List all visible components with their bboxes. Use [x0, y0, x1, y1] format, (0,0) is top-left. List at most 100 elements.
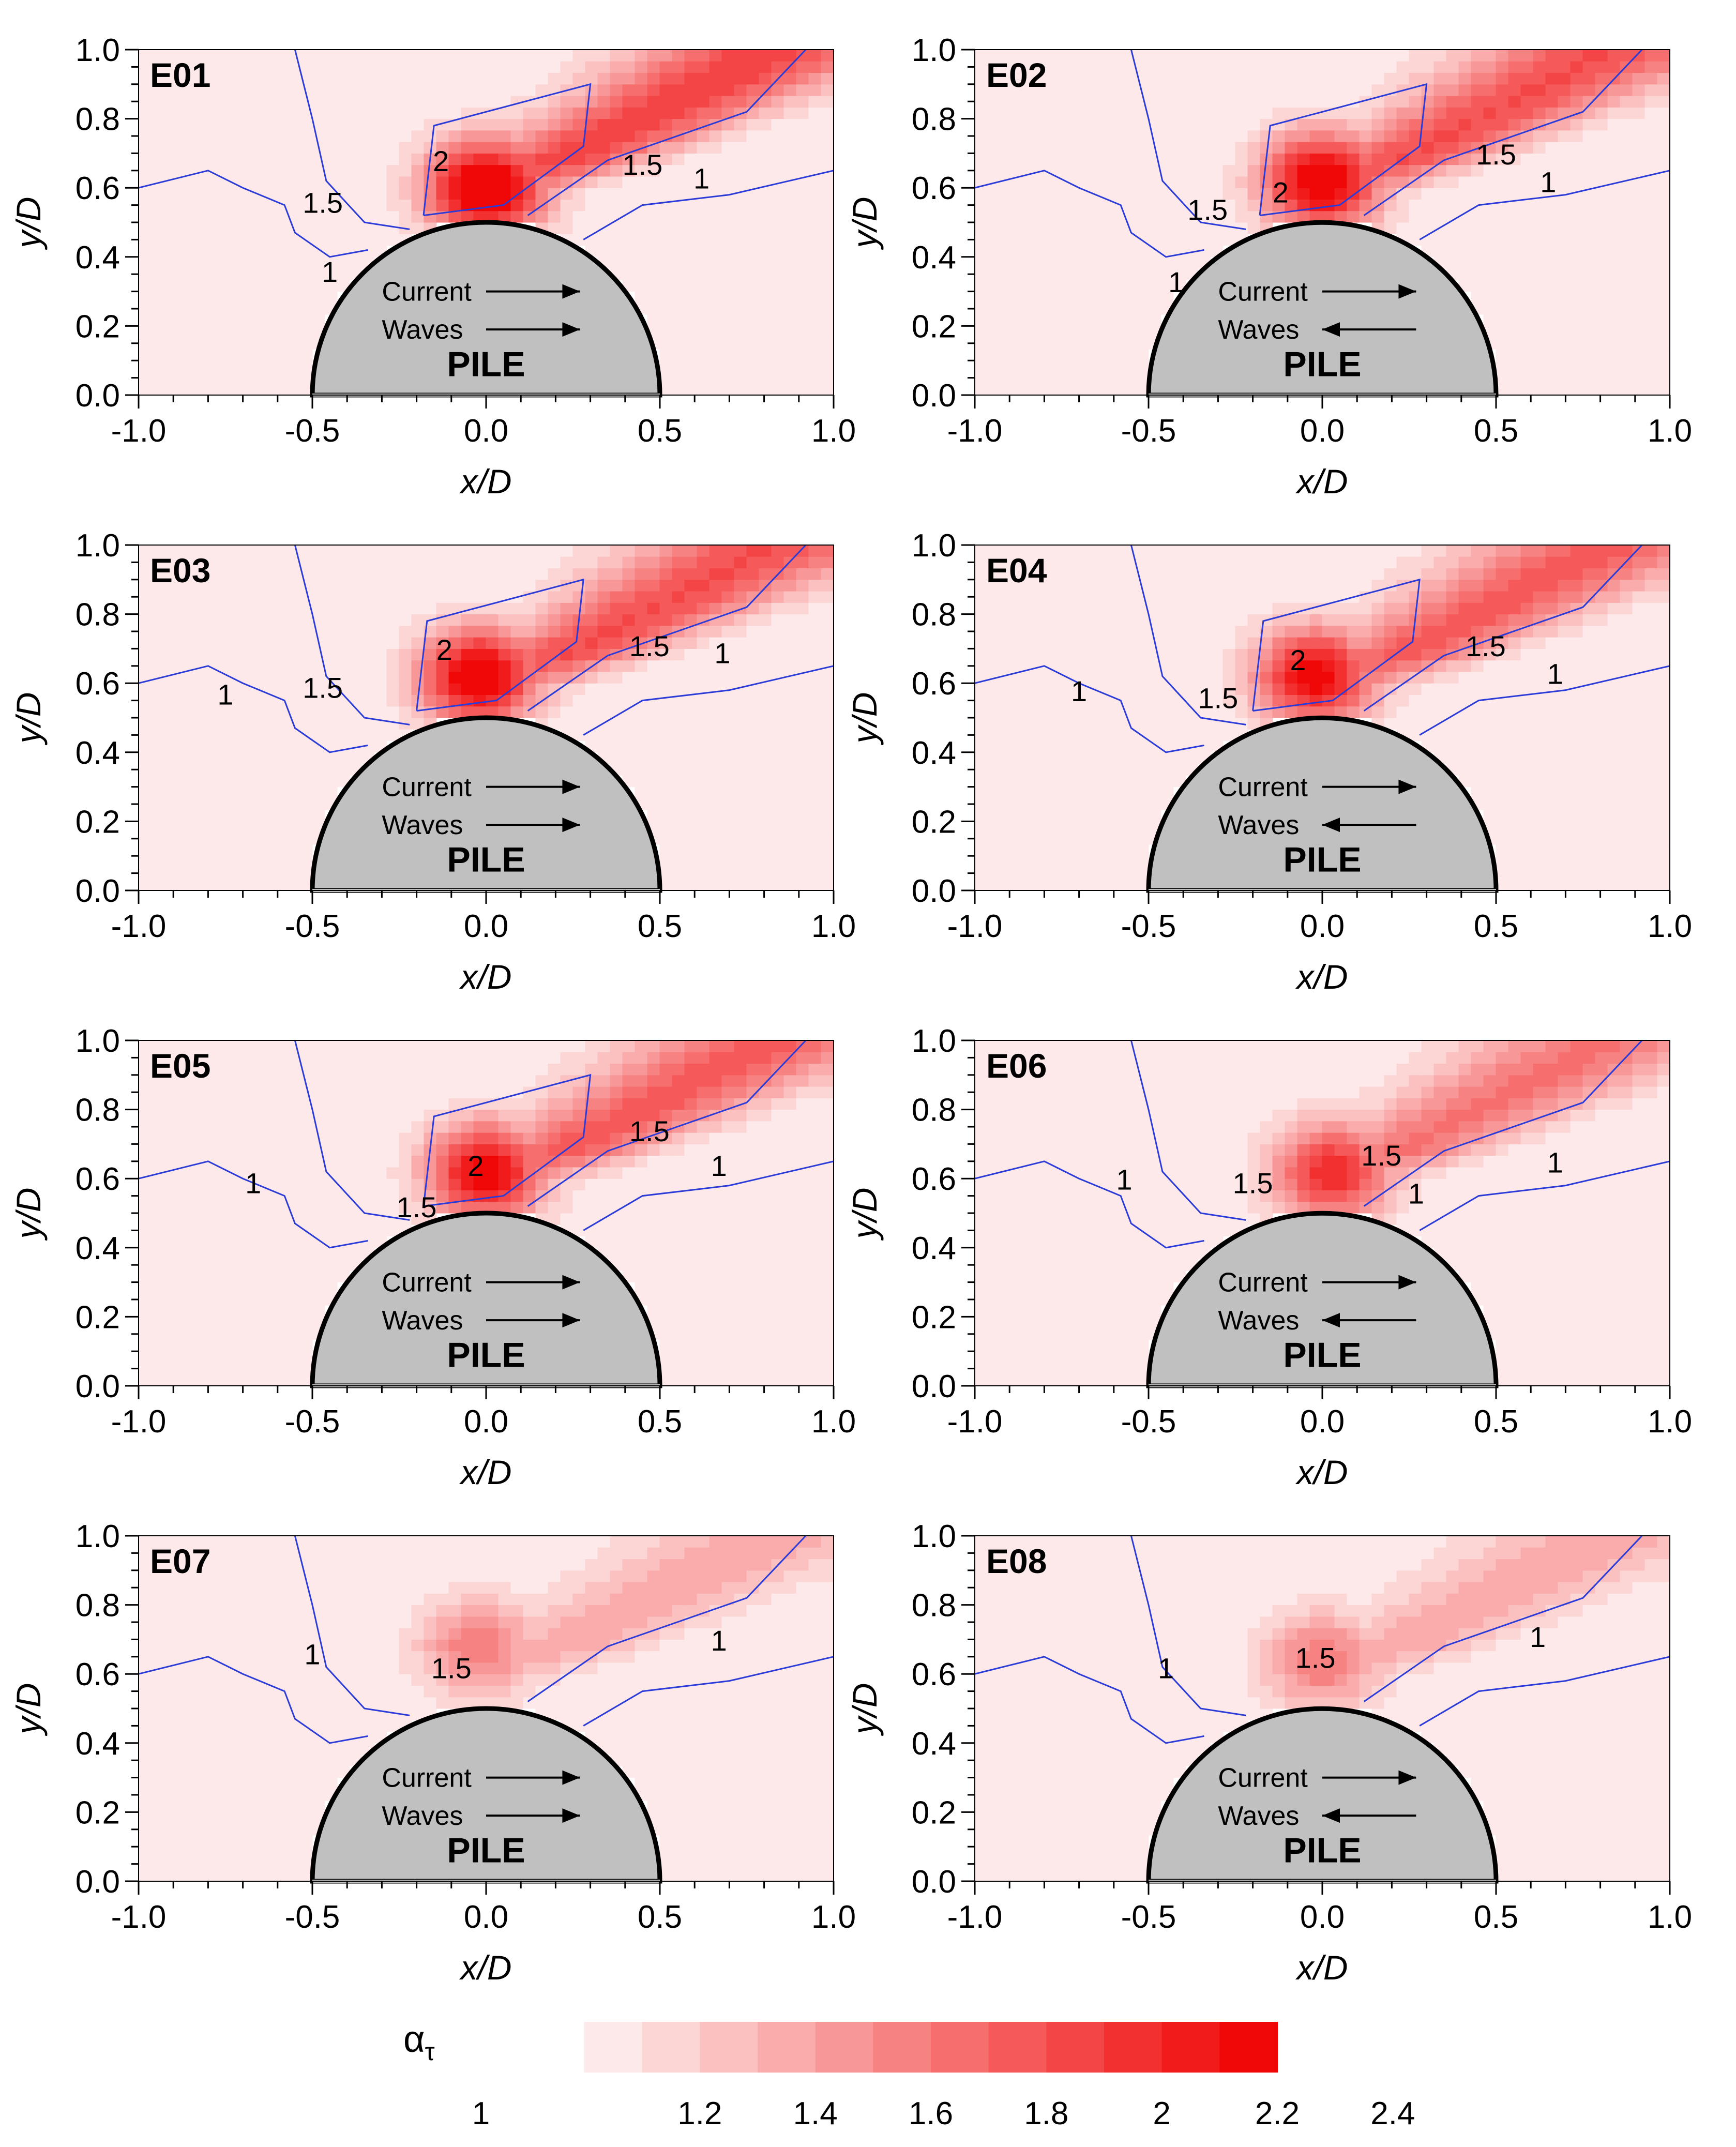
y-tick-label: 1.0 [76, 33, 120, 68]
field-cell [1582, 245, 1596, 258]
field-cell [1036, 50, 1050, 62]
field-cell [1520, 118, 1534, 131]
field-cell [461, 130, 474, 142]
contour-2 [416, 578, 584, 712]
field-cell [1384, 671, 1397, 684]
field-cell [1595, 371, 1608, 384]
field-cell [1148, 314, 1161, 326]
field-cell [163, 187, 176, 200]
field-cell [796, 602, 809, 615]
field-cell [987, 671, 1000, 684]
field-cell [808, 61, 822, 73]
field-cell [250, 671, 263, 684]
field-cell [610, 245, 623, 258]
field-cell [734, 833, 747, 845]
contour-label: 1.5 [303, 671, 343, 704]
field-cell [1185, 118, 1199, 131]
field-cell [1384, 706, 1397, 718]
field-cell [361, 694, 375, 707]
field-cell [622, 84, 636, 96]
field-cell [1582, 176, 1596, 188]
field-cell [1632, 867, 1646, 880]
field-cell [1148, 187, 1161, 200]
field-cell [1036, 303, 1050, 315]
field-cell [1074, 107, 1087, 119]
field-cell [771, 50, 784, 62]
field-cell [1533, 763, 1546, 776]
field-cell [1421, 84, 1435, 96]
field-cell [399, 671, 412, 684]
field-cell [275, 671, 288, 684]
y-tick-label: 0.6 [912, 171, 956, 206]
field-cell [237, 545, 251, 557]
field-cell [684, 279, 698, 292]
field-cell [399, 130, 412, 142]
field-cell [1359, 199, 1372, 211]
field-cell [523, 210, 536, 223]
field-cell [1545, 291, 1559, 304]
field-cell [213, 763, 226, 776]
field-cell [1086, 153, 1099, 165]
field-cell [746, 72, 760, 85]
field-cell [361, 118, 375, 131]
field-cell [672, 210, 685, 223]
field-cell [746, 141, 760, 154]
field-cell [684, 879, 698, 890]
field-cell [1123, 199, 1137, 211]
field-cell [510, 199, 524, 211]
field-cell [1098, 118, 1112, 131]
field-cell [1098, 717, 1112, 730]
field-cell [1632, 855, 1646, 868]
field-cell [821, 325, 834, 338]
field-cell [999, 222, 1013, 234]
field-cell [1632, 349, 1646, 361]
field-cell [821, 118, 834, 131]
field-cell [783, 176, 797, 188]
field-cell [1620, 153, 1633, 165]
field-cell [1632, 118, 1646, 131]
field-cell [213, 568, 226, 580]
field-cell [796, 141, 809, 154]
field-cell [1322, 164, 1335, 177]
field-cell [999, 50, 1013, 62]
field-cell [1657, 245, 1670, 258]
field-cell [163, 809, 176, 822]
field-cell [1024, 50, 1037, 62]
field-cell [1396, 694, 1410, 707]
field-cell [746, 787, 760, 799]
field-cell [1111, 821, 1124, 834]
field-cell [275, 637, 288, 649]
field-cell [721, 187, 735, 200]
field-cell [1309, 50, 1323, 62]
field-cell [1496, 371, 1509, 384]
field-cell [1508, 176, 1521, 188]
field-cell [163, 855, 176, 868]
contour-1-right [583, 665, 834, 736]
field-cell [796, 637, 809, 649]
field-cell [1260, 95, 1273, 108]
y-tick-label: 0.2 [76, 309, 120, 344]
field-cell [987, 187, 1000, 200]
field-cell [635, 256, 648, 269]
contour-1-left [139, 170, 368, 258]
field-cell [759, 717, 772, 730]
field-cell [1123, 798, 1137, 810]
field-cell [225, 187, 238, 200]
field-cell [1595, 164, 1608, 177]
field-cell [1148, 233, 1161, 246]
x-tick-label: -0.5 [285, 413, 340, 449]
field-cell [610, 176, 623, 188]
field-cell [1160, 95, 1174, 108]
field-cell [250, 118, 263, 131]
field-cell [572, 706, 586, 718]
field-cell [1198, 130, 1211, 142]
field-cell [349, 222, 363, 234]
field-cell [1024, 752, 1037, 764]
field-cell [188, 349, 201, 361]
field-cell [213, 671, 226, 684]
field-cell [585, 141, 598, 154]
field-cell [1272, 176, 1286, 188]
field-cell [709, 268, 722, 280]
field-cell [635, 130, 648, 142]
field-cell [746, 256, 760, 269]
